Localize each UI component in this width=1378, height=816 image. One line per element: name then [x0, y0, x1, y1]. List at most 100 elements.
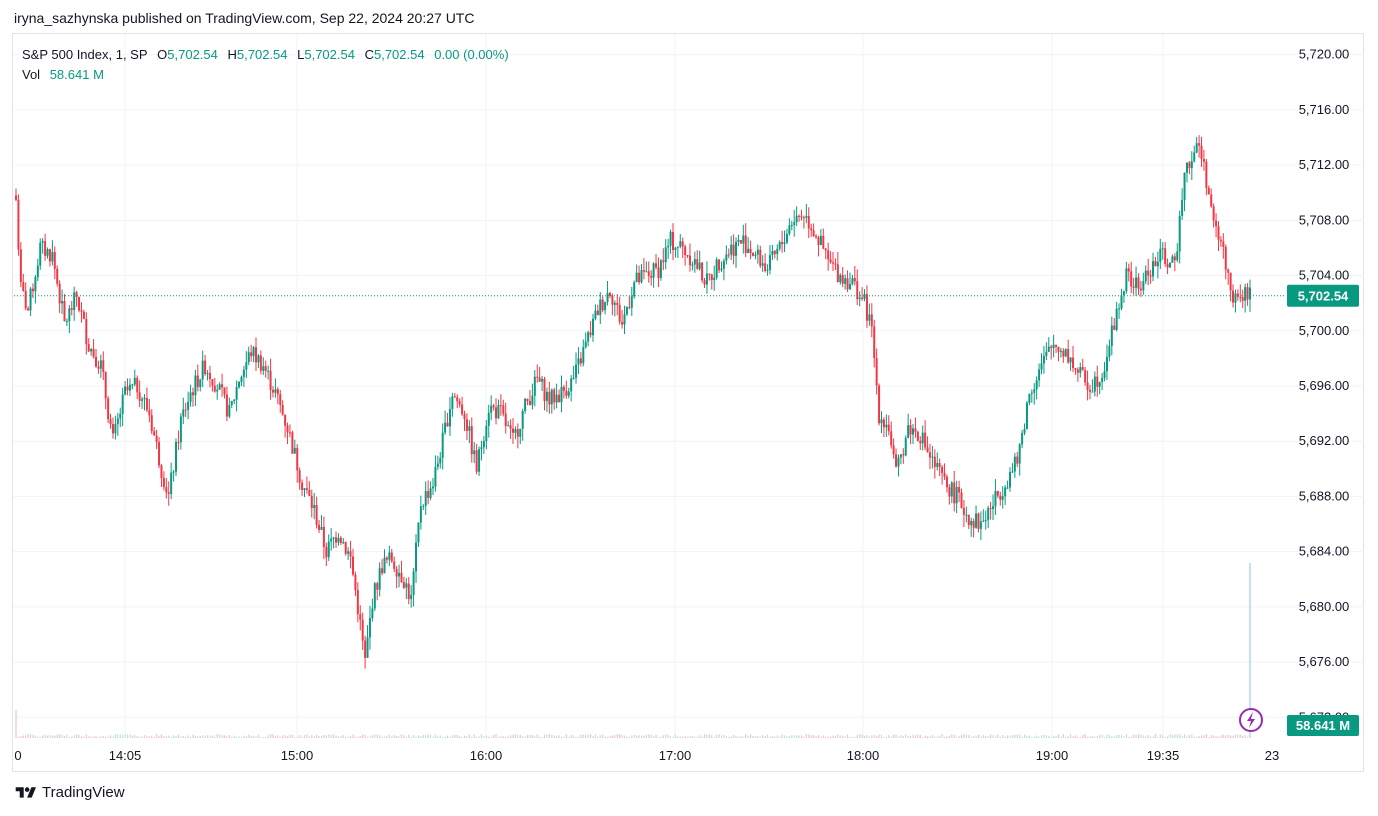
volume-bar: [1249, 563, 1251, 738]
candle-body: [427, 491, 430, 498]
volume-bar: [1031, 736, 1033, 738]
candle-body: [868, 314, 871, 321]
candle-body: [1016, 456, 1019, 464]
price-tick-label: 5,692.00: [1299, 433, 1350, 448]
candle-body: [793, 222, 796, 226]
volume-bar: [895, 734, 897, 738]
chart-frame[interactable]: [12, 33, 1364, 772]
candle-body: [870, 314, 873, 327]
volume-bar: [597, 736, 599, 738]
candle-body: [228, 404, 231, 417]
candle-body: [1050, 346, 1053, 349]
candle-body: [65, 321, 68, 323]
volume-bar: [1101, 734, 1103, 738]
symbol-label[interactable]: S&P 500 Index, 1, SP: [22, 47, 148, 62]
brand-name: TradingView: [42, 784, 125, 801]
volume-bar: [308, 736, 310, 738]
volume-bar: [289, 734, 291, 738]
volume-bar: [907, 735, 909, 738]
candle-body: [907, 425, 910, 438]
volume-bar: [749, 734, 752, 738]
volume-bar: [495, 734, 497, 738]
candle-body: [645, 271, 648, 273]
volume-bar: [1147, 735, 1149, 738]
candle-body: [562, 386, 565, 391]
volume-bar: [810, 735, 812, 738]
candle-body: [68, 308, 71, 322]
volume-bar: [391, 736, 393, 738]
candle-body: [448, 408, 451, 427]
volume-bar: [257, 734, 260, 738]
volume-bar: [500, 735, 502, 738]
volume-bar: [844, 736, 846, 738]
volume-bar: [412, 735, 415, 738]
volume-bar: [650, 734, 652, 738]
candle-body: [318, 524, 321, 530]
candle-body: [206, 373, 209, 375]
volume-bar: [158, 735, 160, 738]
volume-bar: [939, 735, 941, 738]
candle-body: [351, 556, 354, 575]
volume-bar: [100, 735, 102, 738]
footer-brand[interactable]: TradingView: [14, 784, 125, 801]
candle-body: [752, 252, 755, 256]
time-tick-label: 19:00: [1036, 748, 1069, 763]
volume-bar: [754, 736, 757, 738]
candle-body: [524, 398, 527, 411]
candle-body: [400, 572, 403, 582]
lightning-icon[interactable]: [1239, 708, 1263, 732]
candle-body: [238, 381, 241, 388]
volume-bar: [136, 736, 138, 738]
candle-body: [478, 449, 481, 472]
volume-bar: [633, 734, 635, 738]
volume-bar: [1050, 736, 1052, 738]
candle-body: [887, 424, 890, 432]
volume-bar: [44, 734, 46, 738]
volume-bar: [328, 734, 330, 738]
candle-body: [987, 508, 990, 520]
volume-bar: [248, 734, 250, 738]
candle-body: [904, 437, 907, 456]
volume-bar: [42, 735, 44, 738]
candle-body: [865, 294, 868, 321]
volume-bar: [665, 734, 667, 738]
volume-bar: [342, 734, 344, 738]
candle-body: [1084, 370, 1087, 383]
candle-body: [655, 263, 658, 268]
candle-body: [415, 542, 418, 572]
candle-body: [160, 465, 163, 478]
time-tick-label: 16:00: [470, 748, 503, 763]
volume-bar: [485, 735, 487, 738]
volume-bar: [871, 735, 873, 738]
volume-bar: [708, 734, 710, 738]
candle-body: [732, 244, 735, 256]
volume-bar: [570, 734, 572, 738]
volume-bar: [880, 734, 883, 738]
volume-bar: [325, 735, 327, 738]
candle-body: [356, 590, 359, 615]
volume-bar: [272, 734, 274, 738]
candle-body: [972, 520, 975, 528]
volume-bar: [85, 734, 87, 738]
volume-bar: [286, 736, 289, 738]
time-tick-label: 15:00: [281, 748, 314, 763]
candle-body: [492, 405, 495, 408]
volume-label[interactable]: Vol: [22, 67, 41, 82]
volume-bar: [1198, 735, 1200, 738]
volume-bar: [929, 736, 931, 738]
candle-body: [589, 332, 592, 336]
candle-body: [693, 259, 696, 265]
volume-bar: [381, 736, 383, 738]
candle-body: [99, 360, 102, 369]
volume-bar: [282, 735, 284, 738]
volume-bar: [417, 735, 420, 738]
candle-body: [1096, 376, 1099, 387]
candle-body: [82, 311, 85, 319]
candle-body: [143, 397, 146, 400]
volume-bar: [388, 734, 390, 738]
volume-value: 58.641 M: [49, 67, 104, 82]
candle-body: [558, 394, 561, 403]
volume-bar: [989, 734, 992, 738]
candle-body: [1108, 346, 1111, 357]
